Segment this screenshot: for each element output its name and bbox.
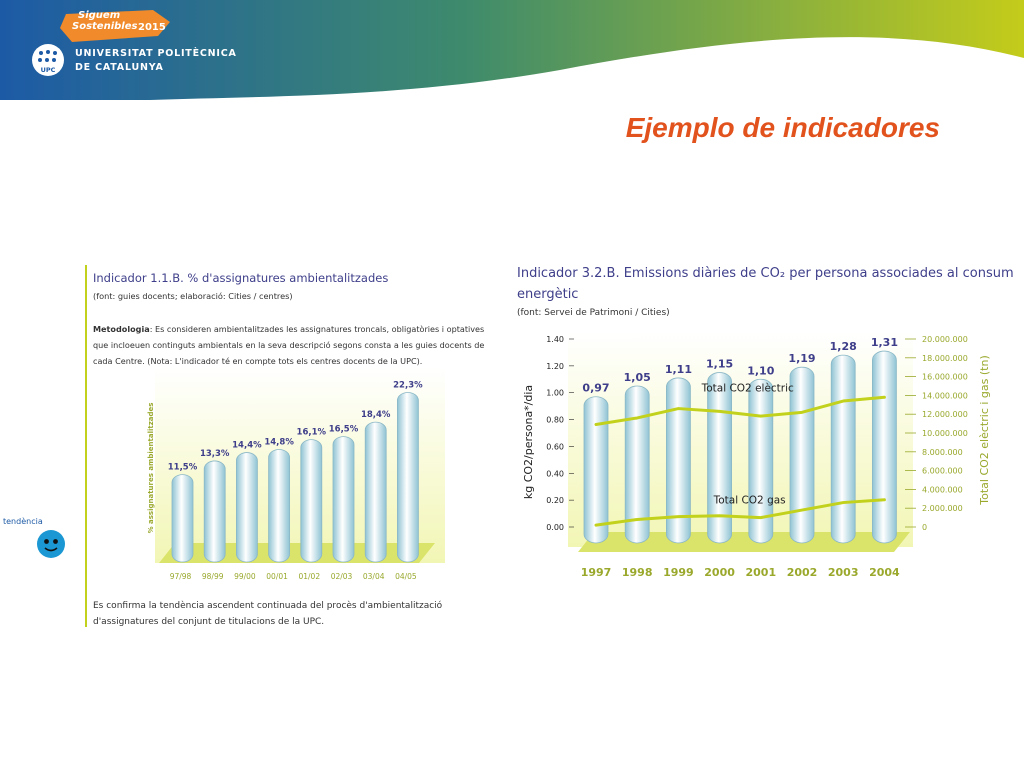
bar — [707, 372, 733, 544]
bar — [583, 396, 609, 544]
x-tick-label: 03/04 — [363, 572, 385, 581]
badge-line1: Siguem — [78, 10, 121, 21]
x-tick-label: 98/99 — [202, 572, 224, 581]
panel1-title: Indicador 1.1.B. % d'assignatures ambien… — [93, 271, 389, 285]
y-tick-label: 1.40 — [546, 335, 564, 344]
x-tick-label: 01/02 — [298, 572, 320, 581]
data-label: 1,10 — [747, 364, 774, 377]
methodology-label: Metodologia — [93, 324, 150, 334]
y2-tick-label: 20.000.000 — [922, 335, 968, 344]
smiley-icon — [37, 530, 65, 558]
series-label: Total CO2 elèctric — [701, 382, 794, 394]
methodology-text: : Es consideren ambientalitzades les ass… — [93, 324, 485, 366]
header-banner — [0, 0, 1024, 100]
x-tick-label: 2002 — [787, 566, 818, 579]
data-label: 11,5% — [168, 463, 198, 473]
y-tick-label: 0.60 — [546, 442, 564, 451]
chart-co2-emissions: 1997 1998 1999 2000 2001 2002 2003 2004 0.00 0.2… — [522, 332, 991, 579]
panel2-source: (font: Servei de Patrimoni / Cities) — [517, 308, 670, 318]
data-label: 22,3% — [393, 381, 423, 391]
y-tick-label: 0.20 — [546, 496, 564, 505]
slide-title: Ejemplo de indicadores — [625, 112, 940, 143]
badge-year: 2015 — [138, 22, 166, 33]
y-tick-label: 0.00 — [546, 523, 564, 532]
x-tick-label: 99/00 — [234, 572, 256, 581]
bar — [236, 452, 258, 563]
panel2-title: Indicador 3.2.B. Emissions diàries de CO… — [517, 266, 1014, 302]
y2-tick-label: 4.000.000 — [922, 485, 963, 494]
bar — [268, 449, 291, 563]
data-label: 1,15 — [706, 358, 733, 371]
data-label: 1,05 — [624, 371, 651, 384]
series-label: Total CO2 gas — [713, 495, 786, 507]
x-tick-label: 1999 — [663, 566, 694, 579]
y-tick-label: 1.00 — [546, 389, 564, 398]
data-label: 1,11 — [665, 363, 692, 376]
y-tick-label: 0.80 — [546, 416, 564, 425]
logo-text: UPC — [41, 66, 56, 74]
bar — [364, 421, 387, 563]
x-tick-label: 97/98 — [170, 572, 192, 581]
x-tick-label: 1997 — [581, 566, 612, 579]
bar — [748, 378, 774, 544]
y2-tick-label: 10.000.000 — [922, 429, 968, 438]
data-label: 1,31 — [871, 336, 898, 349]
bar — [624, 385, 650, 544]
panel1-source: (font: guies docents; elaboració: Cities… — [93, 291, 293, 301]
trend-label: tendència — [3, 517, 43, 526]
bar — [300, 439, 323, 563]
bar — [396, 392, 419, 563]
data-label: 1,19 — [788, 352, 815, 365]
chart1-ylabel: % assignatures ambientalitzades — [147, 403, 155, 534]
data-label: 0,97 — [582, 382, 609, 395]
chart2-y2label: Total CO2 elèctric i gas (tn) — [978, 355, 991, 505]
data-label: 14,8% — [264, 438, 294, 448]
y2-tick-label: 14.000.000 — [922, 391, 968, 400]
bar — [203, 460, 226, 563]
x-tick-label: 2001 — [745, 566, 776, 579]
y-tick-label: 1.20 — [546, 362, 564, 371]
x-tick-label: 2004 — [869, 566, 900, 579]
y2-tick-label: 2.000.000 — [922, 504, 963, 513]
x-tick-label: 00/01 — [266, 572, 288, 581]
chart2-ylabel: kg CO2/persona*/dia — [522, 385, 535, 499]
data-label: 18,4% — [361, 410, 391, 420]
bar — [830, 354, 856, 544]
university-line1: UNIVERSITAT POLITÈCNICA — [75, 48, 237, 59]
data-label: 13,3% — [200, 449, 230, 459]
chart-floor — [159, 543, 435, 563]
badge-line2: Sostenibles — [72, 21, 138, 32]
x-tick-label: 04/05 — [395, 572, 417, 581]
panel1-methodology: Metodologia: Es consideren ambientalitza… — [93, 321, 485, 369]
series-line — [594, 498, 886, 527]
data-label: 16,5% — [329, 425, 359, 435]
x-tick-label: 1998 — [622, 566, 653, 579]
bar — [332, 436, 355, 563]
y2-tick-label: 12.000.000 — [922, 410, 968, 419]
panel1-divider — [85, 265, 87, 627]
y-tick-label: 0.40 — [546, 469, 564, 478]
y2-tick-label: 16.000.000 — [922, 373, 968, 382]
x-tick-label: 2000 — [704, 566, 735, 579]
university-line2: DE CATALUNYA — [75, 62, 164, 73]
data-label: 16,1% — [297, 428, 327, 438]
data-label: 1,28 — [830, 340, 857, 353]
y2-tick-label: 6.000.000 — [922, 467, 963, 476]
x-tick-label: 02/03 — [331, 572, 353, 581]
bar — [171, 474, 194, 563]
series-line — [594, 395, 886, 427]
y2-tick-label: 0 — [922, 523, 927, 532]
chart-floor — [578, 532, 910, 552]
bar — [871, 350, 897, 544]
panel1-conclusion: Es confirma la tendència ascendent conti… — [93, 601, 443, 627]
upc-logo-icon: UPC — [32, 44, 64, 76]
y2-tick-label: 18.000.000 — [922, 354, 968, 363]
y2-tick-label: 8.000.000 — [922, 448, 963, 457]
chart-assignatures: 97/98 98/99 99/00 00/01 01/02 02/03 03/04 04/05… — [147, 368, 445, 581]
sustainability-badge — [60, 10, 170, 42]
bar — [665, 377, 691, 544]
data-label: 14,4% — [232, 441, 262, 451]
x-tick-label: 2003 — [828, 566, 859, 579]
